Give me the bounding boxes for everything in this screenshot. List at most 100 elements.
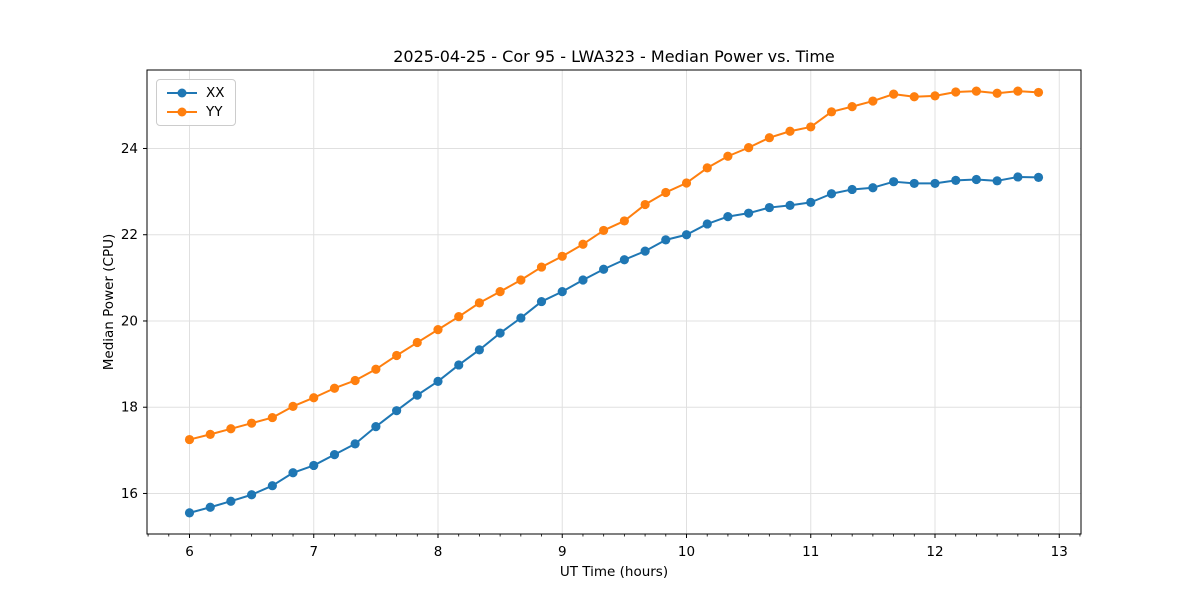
series-xx-marker [868,183,878,193]
y-axis-label-text: Median Power (CPU) [101,233,117,371]
y-tick-label: 16 [121,486,138,502]
series-yy-marker [392,350,402,361]
y-tick-label: 20 [121,313,138,329]
plot-border [146,69,1082,535]
series-yy-marker [371,364,381,374]
series-xx-marker [889,177,899,187]
x-tick-label: 8 [434,544,443,560]
series-xx-marker [412,390,422,400]
series-xx-marker [599,264,609,274]
series-xx-marker [992,176,1002,186]
series-yy-marker [516,275,526,285]
y-tick-label: 22 [121,227,138,243]
x-tick-label: 12 [926,544,943,560]
series-yy-marker [184,434,195,445]
series-yy-marker [971,86,981,96]
series-xx-marker [371,422,381,432]
series-xx-marker [619,255,629,265]
legend-label-xx: XX [206,85,225,101]
series-xx-marker [951,175,961,185]
series-yy-marker [785,126,795,136]
x-tick-label: 11 [802,544,819,560]
series-xx-marker [205,502,215,512]
series-xx-marker [1013,172,1023,182]
legend-sample-xx [167,88,197,98]
series-xx-marker [247,490,257,500]
series-yy-marker [889,89,899,99]
series-yy-marker [640,199,650,210]
axis-ticks: 6 7 8 9 10 11 12 13 16 18 20 22 24 [121,141,1081,560]
series-yy-marker [619,216,629,226]
series-yy-marker [578,239,588,249]
series-xx-marker [184,508,195,518]
legend-marker-xx [177,88,187,98]
series-yy [184,86,1044,445]
series-xx-marker [309,460,319,471]
series-yy-marker [350,375,360,386]
series-xx-marker [744,208,754,218]
series-xx-marker [723,212,733,222]
series-yy-marker [205,429,215,439]
series-yy-marker [267,412,277,423]
series-yy-marker [1013,86,1023,96]
series-xx-marker [764,202,774,213]
series-xx-marker [474,345,484,355]
series-yy-marker [329,383,340,393]
series-xx-marker [454,360,464,370]
series-xx-marker [350,439,360,449]
series-yy-marker [412,337,422,348]
x-tick-label: 7 [309,544,318,560]
y-tick-label: 18 [121,400,138,416]
series-xx-marker [640,246,650,256]
series-yy-marker [764,133,774,143]
series-yy-marker [536,262,547,272]
series-xx-marker [226,496,236,506]
series-yy-marker [930,91,940,101]
series-yy-marker [454,312,464,322]
series-xx-marker [557,287,567,297]
series-yy-marker [806,122,816,132]
legend-entry-yy: YY [166,104,225,120]
series-xx-marker [1033,172,1044,182]
series-yy-marker [247,418,257,428]
series-xx-marker [329,450,340,460]
series-yy-marker [951,87,961,97]
series-yy-marker [661,187,671,198]
series-xx-marker [971,174,981,185]
series-xx-marker [702,219,712,229]
series-xx-marker [536,296,547,307]
series-yy-marker [557,251,567,261]
legend-entry-xx: XX [166,85,225,101]
series-xx-marker [826,189,837,199]
series-yy-marker [702,163,712,173]
series-xx-marker [267,481,277,491]
series-xx-marker [930,178,940,189]
series-yy-marker [599,225,609,236]
series-xx-marker [392,406,402,416]
grid [147,70,1081,534]
series-yy-marker [744,143,754,153]
series-yy-marker [723,151,733,161]
series-yy-marker [1033,87,1044,98]
series-xx-marker [516,313,526,323]
x-axis-label: UT Time (hours) [559,564,669,580]
legend-marker-yy [177,107,187,117]
legend: XX YY [156,79,236,126]
series-xx-marker [495,328,505,338]
series-xx-marker [661,235,671,245]
series-yy-marker [495,287,505,297]
series-yy-marker [847,102,857,112]
series-yy-marker [826,107,837,117]
x-tick-label: 9 [558,544,567,560]
series-xx-marker [288,468,298,478]
series-yy-marker [909,92,919,102]
series-yy-marker [433,324,443,335]
series-yy-marker [474,298,484,308]
series-yy-marker [288,401,298,411]
series-yy-marker [681,178,692,188]
series-yy-marker [309,393,319,403]
series-xx-marker [806,197,816,207]
series-xx [184,172,1044,518]
